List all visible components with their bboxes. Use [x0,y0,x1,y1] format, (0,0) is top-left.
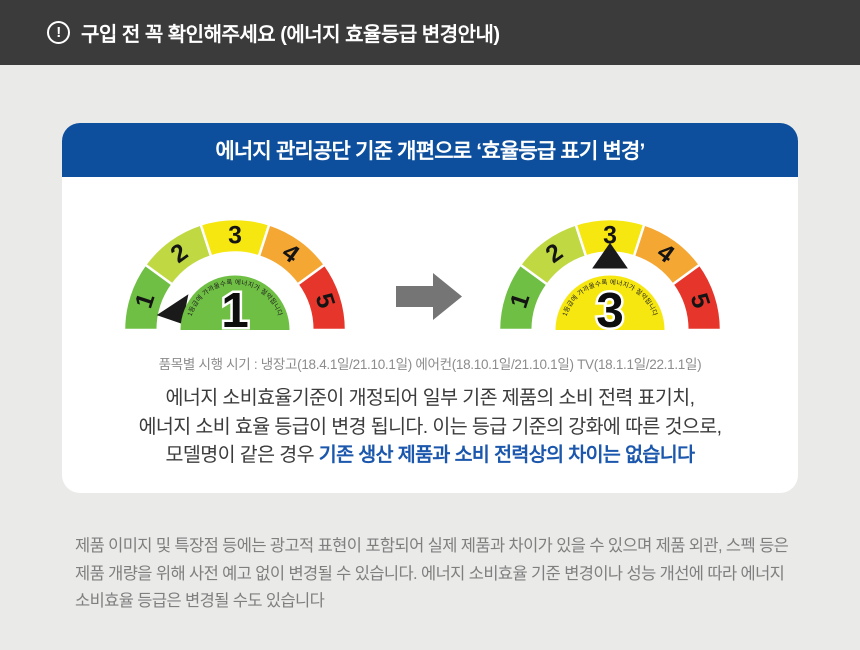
description-line-3: 모델명이 같은 경우 기존 생산 제품과 소비 전력상의 차이는 없습니다 [62,441,798,470]
notice-bar: ! 구입 전 꼭 확인해주세요 (에너지 효율등급 변경안내) [0,0,860,65]
energy-gauge-after: 1 2 3 4 5 1등급에 가까울수록 에너지가 절약됩니다 3 [497,217,723,340]
energy-gauge-before: 1 2 3 4 5 1등급에 가까울수록 에너지가 절약됩니다 1 [122,217,348,340]
gauge-pointer-icon [592,242,628,269]
footer-disclaimer: 제품 이미지 및 특장점 등에는 광고적 표현이 포함되어 실제 제품과 차이가… [75,533,805,616]
exclamation-circle-icon: ! [47,21,70,44]
gauge-scale-3: 3 [603,222,617,249]
disclaimer-line-2: 제품 개량을 위해 사전 예고 없이 변경될 수 있습니다. 에너지 소비효율 … [75,564,785,583]
gauge-pointer-icon [156,294,189,325]
right-arrow-shape [396,273,462,320]
gauge-grade-value-after: 3 [596,282,624,338]
card-header: 에너지 관리공단 기준 개편으로 ‘효율등급 표기 변경’ [62,123,798,177]
gauge-segment-5 [295,262,348,332]
gauge-dome [180,275,290,330]
disclaimer-line-3: 소비효율 등급은 변경될 수도 있습니다 [75,592,325,610]
disclaimer-line-1: 제품 이미지 및 특장점 등에는 광고적 표현이 포함되어 실제 제품과 차이가… [75,537,789,555]
notice-bar-title: 구입 전 꼭 확인해주세요 (에너지 효율등급 변경안내) [81,24,500,46]
gauge-segment-5 [670,262,723,332]
description-line-1: 에너지 소비효율기준이 개정되어 일부 기존 제품의 소비 전력 표기치, [165,387,695,409]
schedule-dates: 품목별 시행 시기 : 냉장고(18.4.1일/21.10.1일) 에어컨(18… [158,357,702,372]
gauge-scale-3: 3 [228,222,242,249]
description-line-3-prefix: 모델명이 같은 경우 [165,444,319,466]
card-header-title: 에너지 관리공단 기준 개편으로 ‘효율등급 표기 변경’ [215,140,645,163]
description-highlight: 기존 생산 제품과 소비 전력상의 차이는 없습니다 [318,444,695,466]
energy-rating-card: 에너지 관리공단 기준 개편으로 ‘효율등급 표기 변경’ 1 2 3 4 5 … [62,123,798,493]
gauge-grade-value-before: 1 [221,282,249,338]
gauge-dome [555,275,665,330]
description-line-2: 에너지 소비 효율 등급이 변경 됩니다. 이는 등급 기준의 강화에 따른 것… [138,415,722,438]
change-description: 에너지 소비효율기준이 개정되어 일부 기존 제품의 소비 전력 표기치, 에너… [62,384,798,470]
right-arrow-icon [396,273,462,320]
